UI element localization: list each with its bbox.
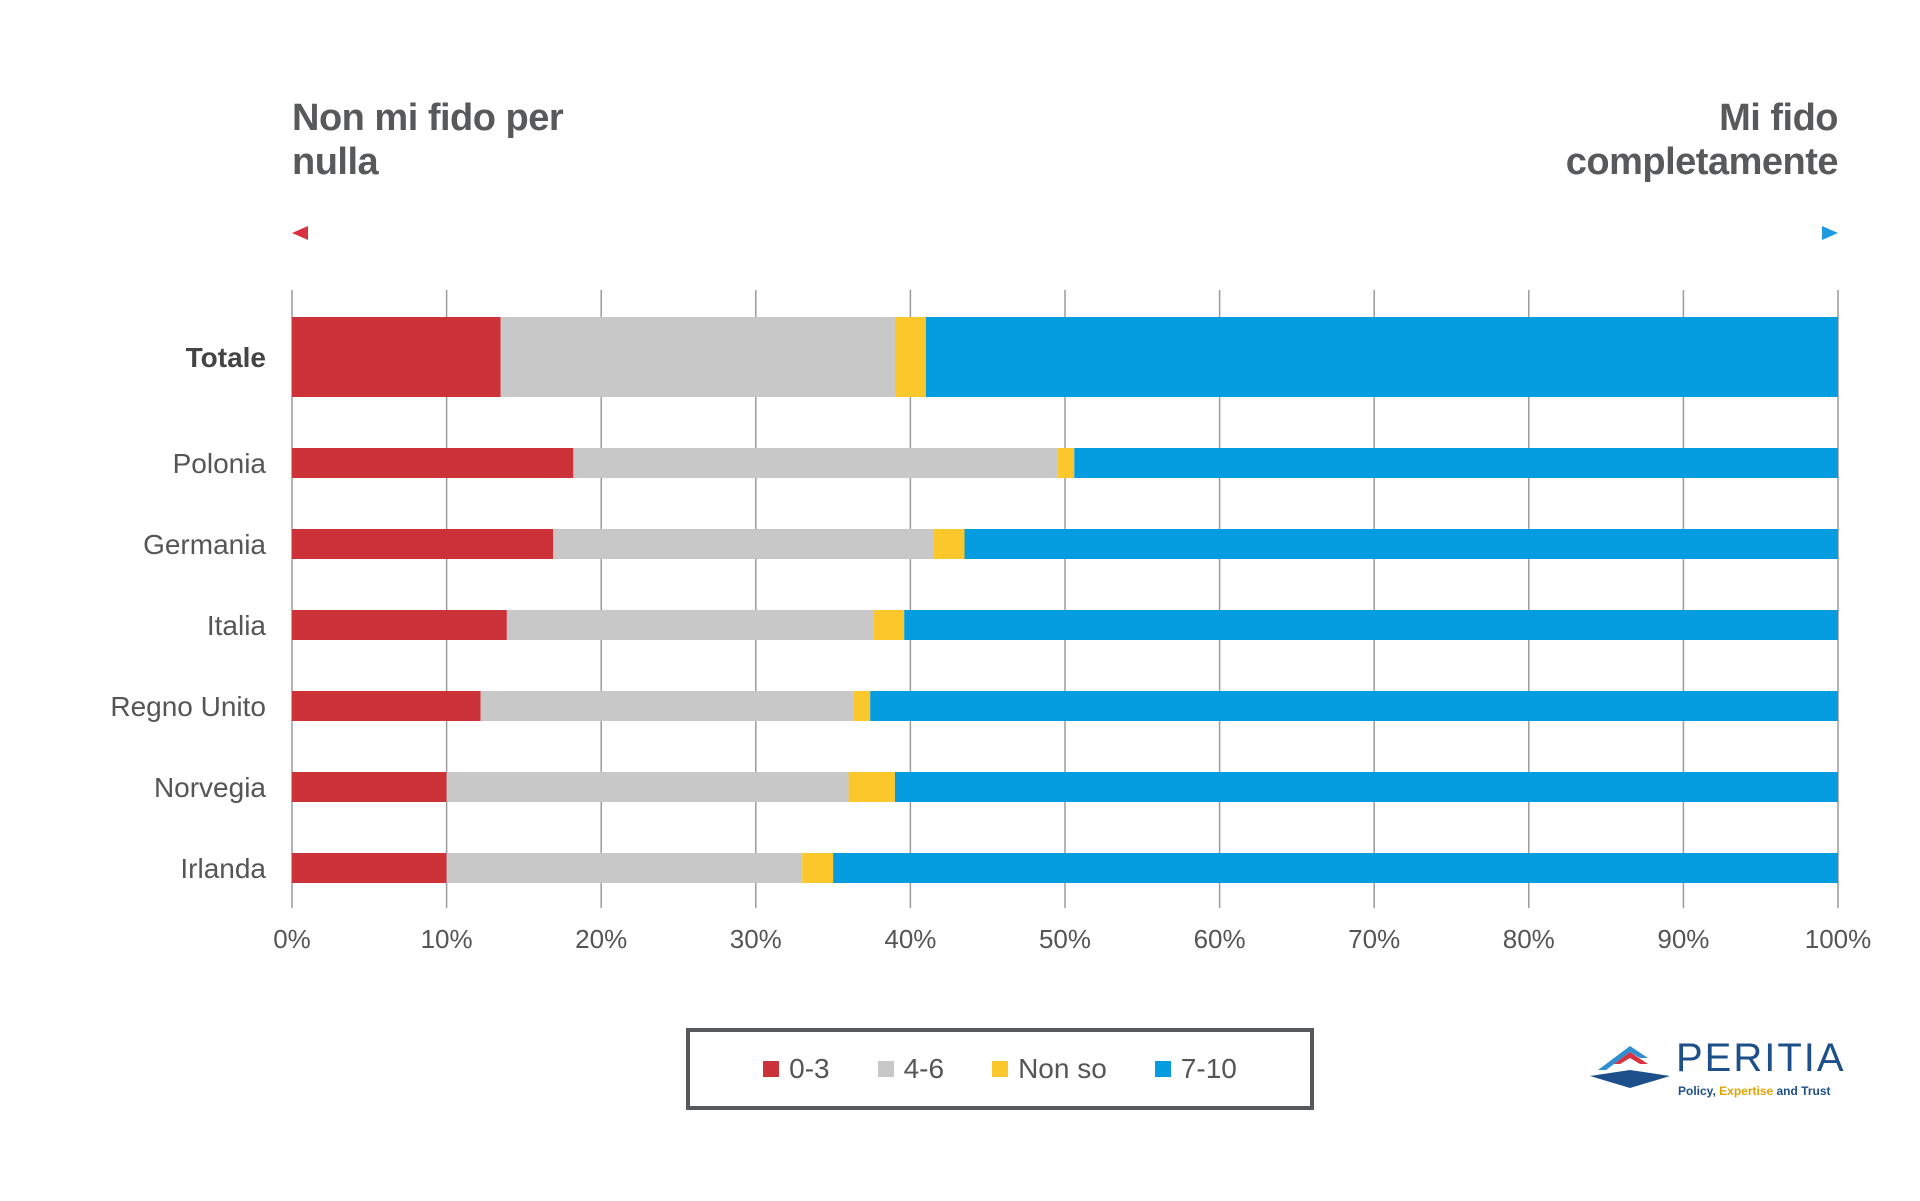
- legend-swatch: [763, 1061, 780, 1077]
- bar-segment-0-3: [292, 691, 481, 721]
- bar-segment-7-10: [833, 853, 1838, 883]
- bar-segment-4-6: [446, 853, 803, 883]
- peritia-logo: PERITIA Policy, Expertise and Trust: [1590, 1036, 1850, 1100]
- arrow-left-head: [292, 226, 308, 240]
- logo-tagline-part: Expertise: [1719, 1084, 1774, 1098]
- bar-segment-7-10: [964, 529, 1838, 559]
- category-label: Norvegia: [154, 772, 266, 803]
- peritia-logo-icon: [1590, 1046, 1670, 1088]
- bar-segment-non-so: [802, 853, 834, 883]
- category-label: Totale: [186, 342, 266, 373]
- bar-segment-7-10: [925, 317, 1838, 397]
- left-scale-label: Non mi fido per nulla: [292, 97, 564, 183]
- legend-label: 7-10: [1180, 1053, 1237, 1084]
- x-tick-label: 70%: [1348, 924, 1400, 954]
- bar-segment-0-3: [292, 610, 507, 640]
- x-tick-label: 80%: [1503, 924, 1555, 954]
- right-scale-label: Mi fido completamente: [1565, 97, 1839, 183]
- bar-segment-0-3: [292, 772, 447, 802]
- legend-label: 0-3: [789, 1053, 830, 1084]
- bar-segment-0-3: [292, 853, 447, 883]
- x-tick-label: 100%: [1805, 924, 1872, 954]
- legend-item: 4-6: [877, 1053, 945, 1085]
- logo-tagline-part: and Trust: [1773, 1084, 1831, 1098]
- bar-segment-4-6: [553, 529, 934, 559]
- category-label: Italia: [207, 610, 267, 641]
- bar-segment-non-so: [873, 610, 905, 640]
- arrow-right-head: [1822, 226, 1838, 240]
- legend-item: Non so: [992, 1053, 1107, 1085]
- x-tick-label: 50%: [1039, 924, 1091, 954]
- bar-segment-0-3: [292, 317, 501, 397]
- category-label: Polonia: [173, 448, 267, 479]
- x-tick-label: 40%: [884, 924, 936, 954]
- stacked-bar-chart: 0% 10% 20% 30% 40% 50% 60% 70% 80% 90% 100% Totale P…: [110, 226, 1872, 954]
- x-tick-label: 90%: [1657, 924, 1709, 954]
- bar-segment-4-6: [506, 610, 874, 640]
- logo-tagline-part: Policy,: [1678, 1084, 1720, 1098]
- category-label: Irlanda: [180, 853, 266, 884]
- legend-item: 7-10: [1154, 1053, 1237, 1085]
- legend-item: 0-3: [763, 1053, 830, 1085]
- bar-segment-4-6: [446, 772, 849, 802]
- chart-legend: 0-3 4-6 Non so 7-10: [686, 1028, 1314, 1110]
- legend-swatch: [1154, 1061, 1171, 1077]
- bar-segment-non-so: [853, 691, 871, 721]
- legend-swatch: [877, 1061, 894, 1077]
- x-tick-label: 60%: [1194, 924, 1246, 954]
- bar-segment-4-6: [500, 317, 895, 397]
- bar-segment-4-6: [573, 448, 1058, 478]
- bar-segment-non-so: [933, 529, 965, 559]
- logo-wordmark: PERITIA: [1676, 1036, 1846, 1080]
- legend-swatch: [992, 1061, 1009, 1077]
- bar-segment-0-3: [292, 529, 554, 559]
- x-tick-label: 30%: [730, 924, 782, 954]
- bar-segment-non-so: [848, 772, 895, 802]
- legend-label: 4-6: [903, 1053, 945, 1084]
- bar-segment-7-10: [904, 610, 1838, 640]
- bar-segment-7-10: [894, 772, 1838, 802]
- category-label: Regno Unito: [110, 691, 266, 722]
- bar-segment-non-so: [1057, 448, 1075, 478]
- bar-segment-7-10: [1074, 448, 1838, 478]
- bar-segment-0-3: [292, 448, 574, 478]
- bar-segment-non-so: [894, 317, 926, 397]
- x-tick-label: 0%: [273, 924, 311, 954]
- x-tick-label: 20%: [575, 924, 627, 954]
- x-tick-label: 10%: [421, 924, 473, 954]
- category-label: Germania: [143, 529, 266, 560]
- bar-segment-7-10: [870, 691, 1838, 721]
- logo-tagline: Policy, Expertise and Trust: [1678, 1084, 1831, 1098]
- legend-label: Non so: [1018, 1053, 1107, 1084]
- bar-segment-4-6: [480, 691, 854, 721]
